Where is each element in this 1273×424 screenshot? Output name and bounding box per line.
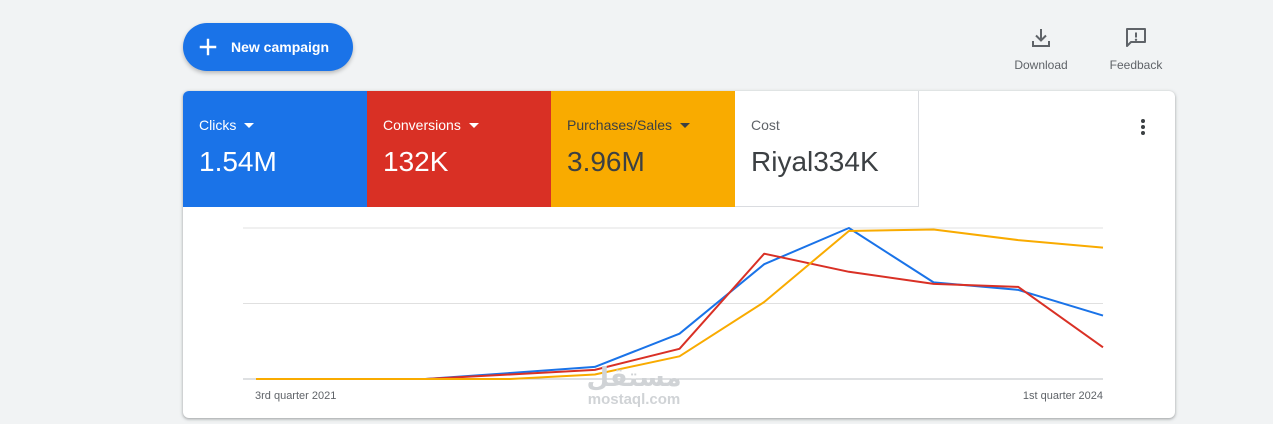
metric-cost[interactable]: Cost Riyal334K <box>735 91 919 207</box>
series-line-conversions <box>256 252 1104 380</box>
metric-conversions-header[interactable]: Conversions <box>383 117 551 133</box>
metric-purchases-sales-label: Purchases/Sales <box>567 117 673 133</box>
metric-purchases-sales[interactable]: Purchases/Sales 3.96M <box>551 91 735 207</box>
performance-line-chart: 3rd quarter 2021 1st quarter 2024 <box>243 227 1104 402</box>
x-tick-label-start: 3rd quarter 2021 <box>255 390 336 402</box>
new-campaign-label: New campaign <box>231 39 330 55</box>
feedback-button[interactable]: Feedback <box>1096 26 1176 72</box>
metric-conversions-label: Conversions <box>383 117 461 133</box>
series-line-purchases-sales <box>256 228 1104 380</box>
chart-gridlines <box>243 227 1103 380</box>
chart-series <box>256 227 1104 380</box>
feedback-icon <box>1126 28 1146 47</box>
metric-conversions-value: 132K <box>383 146 449 177</box>
performance-card: Clicks 1.54M Conversions 132K Purchases/… <box>183 91 1175 418</box>
more-vert-icon[interactable] <box>1133 117 1153 137</box>
metric-clicks-value: 1.54M <box>199 146 277 177</box>
metric-clicks-header[interactable]: Clicks <box>199 117 367 133</box>
metric-cost-value: Riyal334K <box>751 146 879 177</box>
feedback-label: Feedback <box>1109 58 1163 72</box>
metric-conversions[interactable]: Conversions 132K <box>367 91 551 207</box>
caret-down-icon <box>468 122 479 128</box>
metric-clicks[interactable]: Clicks 1.54M <box>183 91 367 207</box>
download-label: Download <box>1014 58 1068 72</box>
x-tick-label-end: 1st quarter 2024 <box>1023 390 1103 402</box>
caret-down-icon <box>244 122 255 128</box>
metric-cost-label: Cost <box>751 117 780 133</box>
metric-clicks-label: Clicks <box>199 117 237 133</box>
new-campaign-button[interactable]: New campaign <box>183 23 353 71</box>
download-icon <box>1032 29 1050 47</box>
caret-down-icon <box>680 122 691 128</box>
metric-purchases-sales-value: 3.96M <box>567 146 645 177</box>
metric-cost-header: Cost <box>751 117 918 133</box>
download-button[interactable]: Download <box>1001 26 1081 72</box>
plus-icon <box>199 38 217 56</box>
metric-purchases-sales-header[interactable]: Purchases/Sales <box>567 117 735 133</box>
